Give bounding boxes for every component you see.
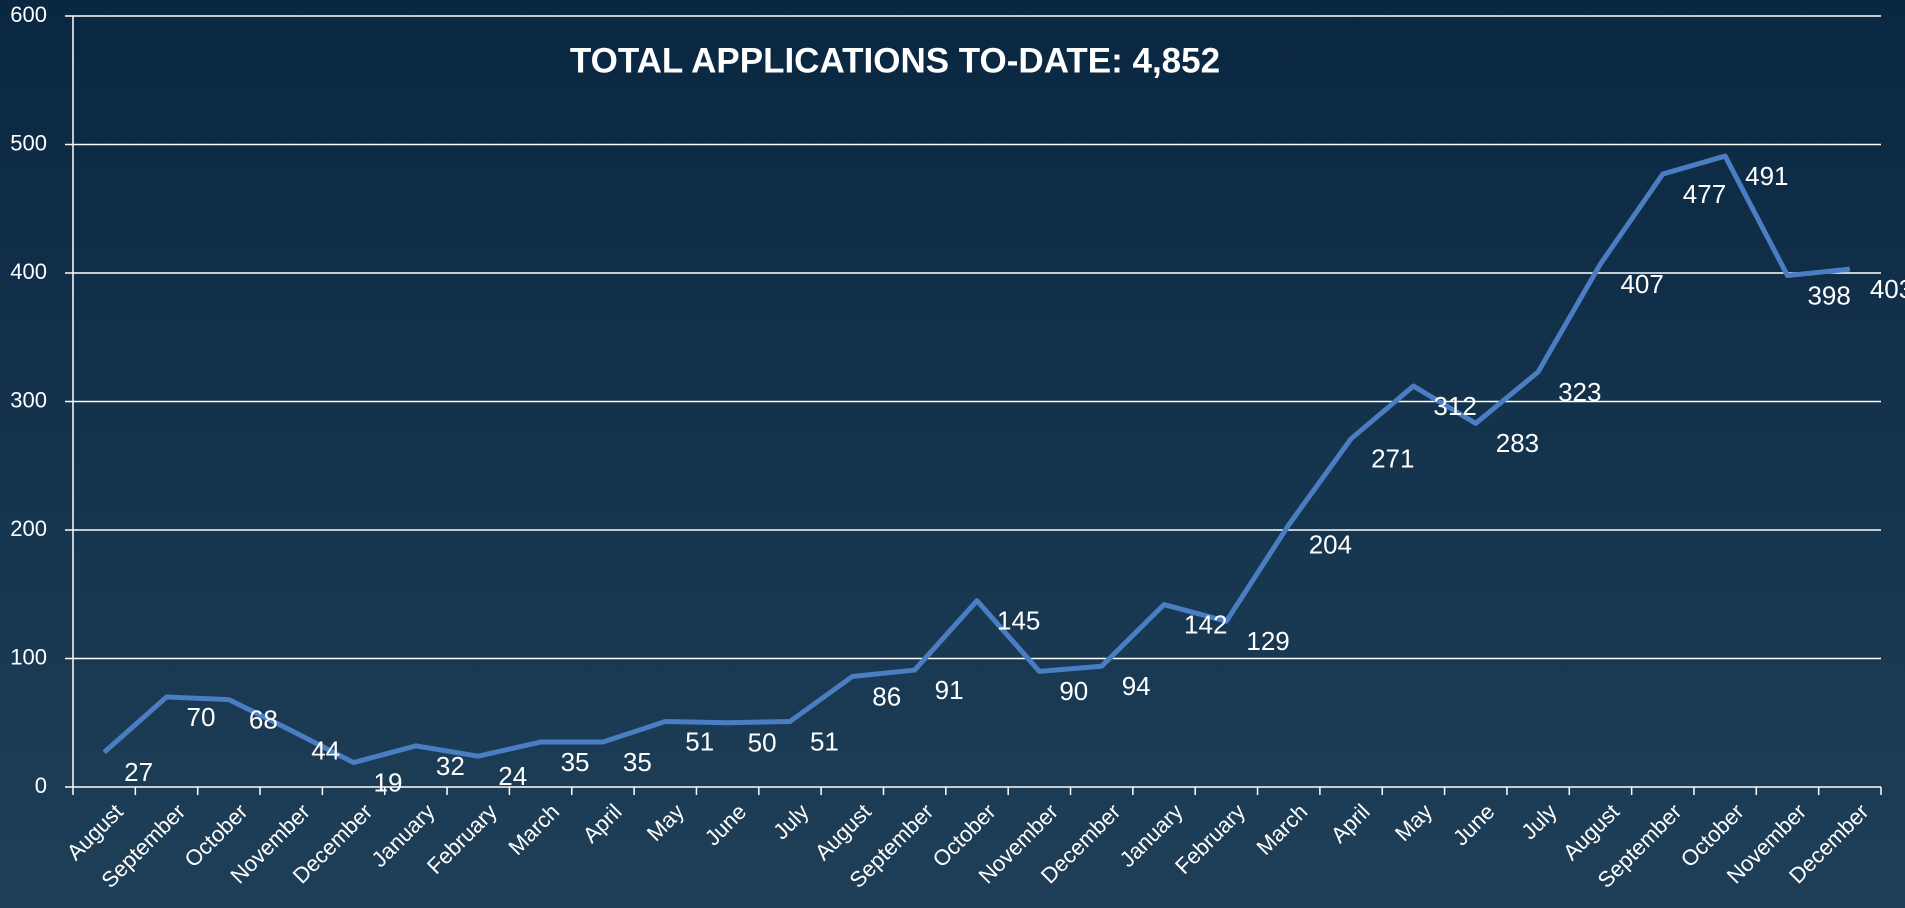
data-label: 271: [1371, 444, 1414, 474]
data-label: 323: [1558, 377, 1601, 407]
data-label: 142: [1184, 609, 1227, 639]
data-label: 44: [311, 735, 340, 765]
data-label: 70: [187, 702, 216, 732]
data-label: 27: [124, 757, 153, 787]
data-label: 50: [748, 728, 777, 758]
data-label: 283: [1496, 428, 1539, 458]
x-tick-label: May: [1390, 799, 1437, 846]
data-label: 312: [1433, 391, 1476, 421]
x-tick-label: February: [422, 799, 502, 879]
data-label: 51: [685, 726, 714, 756]
x-tick-label: June: [1448, 799, 1499, 850]
data-label: 68: [249, 704, 278, 734]
data-label: 32: [436, 751, 465, 781]
data-label: 403: [1870, 274, 1905, 304]
x-tick-label: July: [1516, 799, 1561, 844]
data-label: 94: [1122, 671, 1151, 701]
chart-title: TOTAL APPLICATIONS TO-DATE: 4,852: [570, 41, 1220, 80]
y-tick-label: 100: [10, 644, 47, 669]
data-label: 35: [561, 747, 590, 777]
y-tick-label: 200: [10, 516, 47, 541]
data-label: 91: [935, 675, 964, 705]
y-tick-label: 500: [10, 130, 47, 155]
x-tick-label: July: [768, 799, 813, 844]
data-label: 407: [1620, 269, 1663, 299]
data-label: 204: [1309, 530, 1352, 560]
data-label: 398: [1807, 280, 1850, 310]
data-line: [102, 153, 1851, 766]
y-tick-label: 600: [10, 2, 47, 27]
x-tick-label: March: [1251, 799, 1312, 860]
x-tick-label: June: [700, 799, 751, 850]
data-label: 90: [1059, 676, 1088, 706]
x-tick-label: May: [642, 799, 689, 846]
data-label: 129: [1246, 626, 1289, 656]
x-tick-label: April: [578, 799, 627, 848]
data-label: 86: [872, 681, 901, 711]
x-tick-label: April: [1326, 799, 1375, 848]
data-label: 35: [623, 747, 652, 777]
y-tick-label: 0: [35, 773, 47, 798]
y-tick-label: 300: [10, 387, 47, 412]
data-label: 51: [810, 726, 839, 756]
data-label: 145: [997, 606, 1040, 636]
y-tick-label: 400: [10, 259, 47, 284]
data-label: 491: [1745, 161, 1788, 191]
data-label: 19: [374, 767, 403, 797]
data-label: 24: [498, 761, 527, 791]
x-tick-label: February: [1170, 799, 1250, 879]
data-label: 477: [1683, 179, 1726, 209]
x-tick-label: March: [503, 799, 564, 860]
